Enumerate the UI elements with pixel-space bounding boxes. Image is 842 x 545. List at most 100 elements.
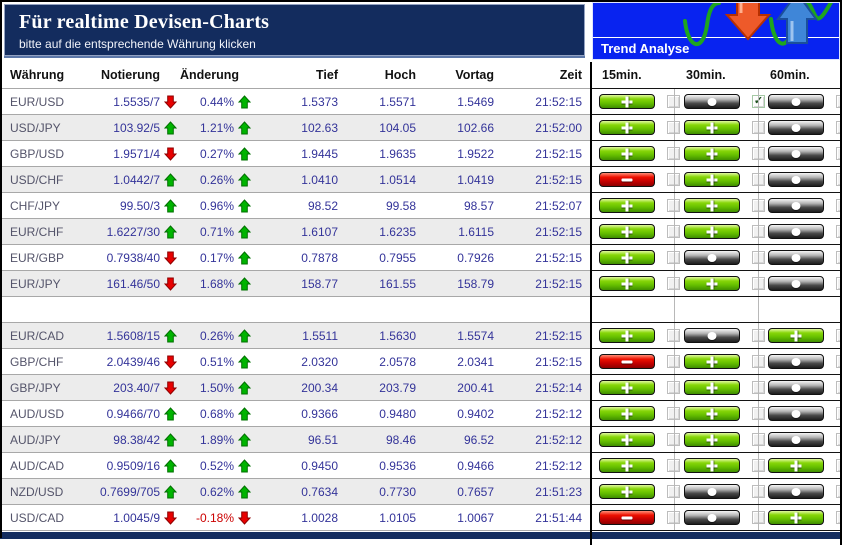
trend-neutral-button[interactable] bbox=[768, 354, 824, 369]
trend-checkbox[interactable] bbox=[836, 485, 842, 498]
trend-minus-button[interactable] bbox=[599, 510, 655, 525]
trend-neutral-button[interactable] bbox=[768, 380, 824, 395]
trend-neutral-button[interactable] bbox=[684, 328, 740, 343]
trend-neutral-button[interactable] bbox=[768, 146, 824, 161]
trend-plus-button[interactable] bbox=[684, 458, 740, 473]
trend-plus-button[interactable] bbox=[599, 380, 655, 395]
spacer-right bbox=[590, 297, 842, 323]
trend-checkbox[interactable] bbox=[836, 173, 842, 186]
trend-plus-button[interactable] bbox=[684, 120, 740, 135]
trend-checkbox[interactable] bbox=[667, 277, 680, 290]
trend-neutral-button[interactable] bbox=[768, 250, 824, 265]
trend-plus-button[interactable] bbox=[599, 458, 655, 473]
trend-neutral-button[interactable] bbox=[684, 484, 740, 499]
trend-neutral-button[interactable] bbox=[684, 510, 740, 525]
trend-checkbox[interactable] bbox=[667, 433, 680, 446]
trend-checkbox[interactable] bbox=[836, 147, 842, 160]
currency-pair-link[interactable]: AUD/JPY bbox=[10, 432, 61, 447]
trend-neutral-button[interactable] bbox=[768, 484, 824, 499]
currency-pair-link[interactable]: GBP/JPY bbox=[10, 380, 61, 395]
trend-checkbox[interactable] bbox=[836, 329, 842, 342]
trend-plus-button[interactable] bbox=[684, 276, 740, 291]
trend-checkbox[interactable] bbox=[836, 381, 842, 394]
trend-checkbox[interactable] bbox=[667, 407, 680, 420]
trend-checkbox[interactable] bbox=[836, 459, 842, 472]
trend-plus-button[interactable] bbox=[768, 458, 824, 473]
trend-plus-button[interactable] bbox=[684, 198, 740, 213]
currency-pair-link[interactable]: CHF/JPY bbox=[10, 198, 61, 213]
trend-checkbox[interactable] bbox=[667, 329, 680, 342]
trend-plus-button[interactable] bbox=[599, 250, 655, 265]
trend-plus-button[interactable] bbox=[599, 484, 655, 499]
currency-pair-link[interactable]: USD/CAD bbox=[10, 510, 65, 525]
currency-pair-link[interactable]: AUD/CAD bbox=[10, 458, 65, 473]
trend-plus-button[interactable] bbox=[684, 406, 740, 421]
trend-neutral-button[interactable] bbox=[768, 198, 824, 213]
trend-checkbox[interactable] bbox=[667, 355, 680, 368]
trend-checkbox[interactable] bbox=[667, 199, 680, 212]
trend-checkbox[interactable] bbox=[836, 433, 842, 446]
trend-plus-button[interactable] bbox=[768, 328, 824, 343]
trend-plus-button[interactable] bbox=[599, 224, 655, 239]
trend-neutral-button[interactable] bbox=[768, 172, 824, 187]
trend-neutral-button[interactable] bbox=[684, 250, 740, 265]
trend-checkbox[interactable] bbox=[667, 95, 680, 108]
trend-checkbox[interactable] bbox=[667, 251, 680, 264]
currency-pair-link[interactable]: EUR/CHF bbox=[10, 224, 64, 239]
trend-minus-button[interactable] bbox=[599, 354, 655, 369]
currency-pair-link[interactable]: EUR/GBP bbox=[10, 250, 65, 265]
trend-plus-button[interactable] bbox=[599, 94, 655, 109]
trend-plus-button[interactable] bbox=[684, 432, 740, 447]
trend-plus-button[interactable] bbox=[599, 328, 655, 343]
trend-neutral-button[interactable] bbox=[768, 120, 824, 135]
trend-checkbox[interactable] bbox=[667, 147, 680, 160]
trend-plus-button[interactable] bbox=[684, 224, 740, 239]
trend-plus-button[interactable] bbox=[599, 432, 655, 447]
trend-minus-button[interactable] bbox=[599, 172, 655, 187]
trend-checkbox[interactable] bbox=[667, 511, 680, 524]
currency-pair-link[interactable]: EUR/CAD bbox=[10, 328, 65, 343]
trend-checkbox[interactable] bbox=[836, 121, 842, 134]
currency-pair-link[interactable]: USD/JPY bbox=[10, 120, 61, 135]
currency-pair-link[interactable]: EUR/JPY bbox=[10, 276, 61, 291]
trend-neutral-button[interactable] bbox=[768, 94, 824, 109]
trend-checkbox[interactable] bbox=[667, 381, 680, 394]
trend-cell bbox=[758, 167, 842, 192]
trend-neutral-button[interactable] bbox=[768, 276, 824, 291]
trend-plus-button[interactable] bbox=[684, 354, 740, 369]
currency-pair-link[interactable]: GBP/USD bbox=[10, 146, 65, 161]
trend-checkbox[interactable] bbox=[836, 355, 842, 368]
trend-checkbox[interactable] bbox=[836, 407, 842, 420]
trend-checkbox[interactable] bbox=[836, 277, 842, 290]
trend-checkbox[interactable] bbox=[667, 485, 680, 498]
trend-checkbox[interactable] bbox=[836, 511, 842, 524]
trend-plus-button[interactable] bbox=[599, 120, 655, 135]
row-trend-cells bbox=[590, 271, 842, 297]
trend-plus-button[interactable] bbox=[599, 276, 655, 291]
trend-checkbox[interactable] bbox=[667, 173, 680, 186]
trend-checkbox[interactable] bbox=[836, 251, 842, 264]
trend-checkbox[interactable] bbox=[836, 225, 842, 238]
trend-neutral-button[interactable] bbox=[768, 224, 824, 239]
trend-plus-button[interactable] bbox=[599, 198, 655, 213]
trend-plus-button[interactable] bbox=[684, 172, 740, 187]
trend-neutral-button[interactable] bbox=[768, 432, 824, 447]
notierung-value: 203.40/7 bbox=[113, 380, 160, 395]
currency-pair-link[interactable]: USD/CHF bbox=[10, 172, 64, 187]
trend-checkbox[interactable] bbox=[667, 225, 680, 238]
trend-checkbox[interactable] bbox=[667, 459, 680, 472]
trend-plus-button[interactable] bbox=[599, 406, 655, 421]
currency-pair-link[interactable]: EUR/USD bbox=[10, 94, 65, 109]
trend-plus-button[interactable] bbox=[684, 380, 740, 395]
trend-checkbox[interactable] bbox=[836, 95, 842, 108]
trend-plus-button[interactable] bbox=[684, 146, 740, 161]
trend-checkbox[interactable] bbox=[667, 121, 680, 134]
trend-plus-button[interactable] bbox=[768, 510, 824, 525]
currency-pair-link[interactable]: NZD/USD bbox=[10, 484, 64, 499]
trend-neutral-button[interactable] bbox=[768, 406, 824, 421]
currency-pair-link[interactable]: AUD/USD bbox=[10, 406, 65, 421]
trend-plus-button[interactable] bbox=[599, 146, 655, 161]
trend-checkbox[interactable] bbox=[836, 199, 842, 212]
currency-pair-link[interactable]: GBP/CHF bbox=[10, 354, 64, 369]
trend-neutral-button[interactable] bbox=[684, 94, 740, 109]
